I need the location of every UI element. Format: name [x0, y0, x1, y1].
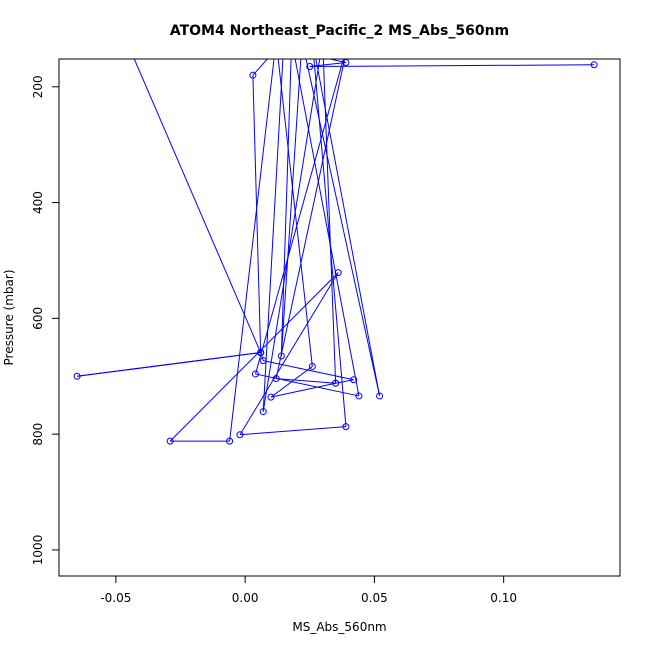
data-point — [272, 375, 280, 383]
series-segment — [262, 59, 321, 412]
series-segment — [254, 59, 344, 375]
data-point — [590, 61, 598, 69]
y-tick-label: 800 — [31, 423, 45, 446]
series-segment — [277, 59, 313, 367]
series-segment — [252, 59, 269, 76]
data-point — [332, 379, 340, 387]
series-segment — [280, 59, 302, 357]
y-axis-label: Pressure (mbar) — [2, 269, 16, 365]
series-segment — [239, 426, 347, 436]
x-tick-label: 0.05 — [361, 591, 388, 605]
series-segment — [252, 75, 262, 353]
chart-title: ATOM4 Northeast_Pacific_2 MS_Abs_560nm — [170, 23, 509, 39]
series-segment — [322, 59, 337, 384]
x-axis-label: MS_Abs_560nm — [292, 620, 386, 634]
series-segment — [280, 59, 292, 357]
series-segment — [305, 59, 381, 397]
data-point — [73, 372, 81, 380]
y-tick-label: 400 — [31, 191, 45, 214]
data-point — [306, 63, 314, 71]
data-point — [259, 357, 267, 365]
data-point — [342, 423, 350, 431]
x-tick-label: 0.10 — [490, 591, 517, 605]
x-tick-label: -0.05 — [100, 591, 131, 605]
series-segment — [239, 272, 339, 435]
data-point — [226, 437, 234, 445]
series-segment — [309, 61, 347, 68]
series-segment — [309, 64, 595, 68]
data-point — [277, 352, 285, 360]
series-segment — [313, 59, 347, 427]
data-point — [308, 362, 316, 370]
data-point — [236, 431, 244, 439]
data-point — [249, 71, 257, 79]
series-segment — [276, 378, 336, 384]
data-point — [257, 349, 265, 357]
series-segment — [262, 59, 284, 412]
series-segment — [229, 59, 275, 442]
y-tick-label: 600 — [31, 307, 45, 330]
y-tick-label: 1000 — [31, 535, 45, 566]
series-segment — [315, 59, 381, 397]
data-point — [342, 59, 350, 66]
data-point — [376, 392, 384, 400]
series-segment — [169, 272, 339, 442]
series-segment — [133, 59, 262, 353]
data-point — [259, 408, 267, 416]
data-point — [166, 437, 174, 445]
plot-area — [73, 59, 598, 445]
data-point — [334, 269, 342, 277]
data-point — [267, 393, 275, 401]
series-segment — [270, 366, 313, 398]
y-tick-label: 200 — [31, 75, 45, 98]
data-point — [350, 376, 358, 384]
series-segment — [255, 373, 359, 397]
x-tick-label: 0.00 — [232, 591, 259, 605]
series-segment — [270, 382, 336, 398]
data-point — [355, 392, 363, 400]
series-segment — [263, 360, 354, 381]
y-axis: 200 400 600 800 1000 — [31, 75, 60, 566]
x-axis: -0.05 0.00 0.05 0.10 — [100, 575, 517, 605]
series-segment — [77, 352, 261, 377]
data-point — [251, 370, 259, 378]
series-segment — [294, 59, 360, 397]
